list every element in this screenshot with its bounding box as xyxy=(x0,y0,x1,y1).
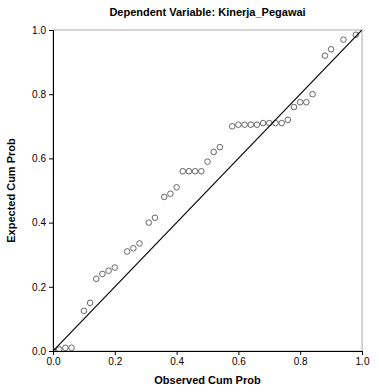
point xyxy=(211,149,217,155)
point xyxy=(254,122,260,128)
tick-label: 0.4 xyxy=(170,356,184,367)
point xyxy=(341,37,347,43)
point xyxy=(87,300,93,306)
tick-label: 0.2 xyxy=(108,356,122,367)
point xyxy=(304,99,310,105)
tick: 0.8 xyxy=(32,89,53,100)
point xyxy=(192,168,198,174)
point xyxy=(291,104,297,110)
tick: 0.4 xyxy=(170,351,184,367)
tick: 0.6 xyxy=(32,153,53,164)
point xyxy=(180,168,186,174)
tick-label: 0.4 xyxy=(32,217,46,228)
y-axis-title: Expected Cum Prob xyxy=(5,138,17,243)
point xyxy=(205,159,211,165)
point xyxy=(81,308,87,314)
point xyxy=(236,122,242,128)
point xyxy=(161,194,167,200)
tick-label: 1.0 xyxy=(32,25,46,36)
plot-frame xyxy=(53,30,362,351)
tick: 0.8 xyxy=(294,351,308,367)
tick: 1.0 xyxy=(32,25,53,36)
point xyxy=(69,345,75,351)
point xyxy=(174,184,180,190)
point xyxy=(63,345,69,351)
point xyxy=(168,191,174,197)
tick-label: 0.8 xyxy=(32,89,46,100)
point xyxy=(199,168,205,174)
point xyxy=(100,271,106,277)
tick-label: 0.8 xyxy=(294,356,308,367)
tick-label: 1.0 xyxy=(356,356,370,367)
point xyxy=(186,168,192,174)
tick-label: 0.6 xyxy=(232,356,246,367)
tick-mark xyxy=(238,351,239,355)
point xyxy=(106,268,112,274)
point xyxy=(217,144,223,150)
tick-mark xyxy=(362,351,363,355)
axis-line xyxy=(54,352,363,356)
point xyxy=(229,124,235,130)
tick-mark xyxy=(177,351,178,355)
point xyxy=(137,241,143,247)
tick: 0.0 xyxy=(47,351,61,367)
title: Dependent Variable: Kinerja_Pegawai xyxy=(109,6,305,18)
tick-mark xyxy=(49,287,53,288)
tick-mark xyxy=(300,351,301,355)
tick: 1.0 xyxy=(356,351,370,367)
tick: 0.0 xyxy=(32,346,53,357)
x-axis-title: Observed Cum Prob xyxy=(154,374,261,386)
point xyxy=(328,46,334,52)
tick-mark xyxy=(49,30,53,31)
point xyxy=(322,53,328,59)
point xyxy=(260,120,266,126)
point xyxy=(93,276,99,282)
tick-mark xyxy=(49,158,53,159)
tick-mark xyxy=(49,223,53,224)
x-axis: 0.0 0.2 0.4 0.6 0.8 1.0 xyxy=(47,351,370,367)
tick-label: 0.6 xyxy=(32,153,46,164)
point xyxy=(297,99,303,105)
point xyxy=(310,91,316,97)
tick-mark xyxy=(49,94,53,95)
reference-line xyxy=(53,30,362,351)
point xyxy=(242,122,248,128)
y-axis: 0.0 0.2 0.4 0.6 0.8 1.0 xyxy=(32,25,53,357)
chart: Dependent Variable: Kinerja_Pegawai0.00.… xyxy=(0,0,379,392)
axis-line xyxy=(49,31,54,352)
point xyxy=(131,245,137,251)
tick: 0.6 xyxy=(232,351,246,367)
tick-label: 0.0 xyxy=(47,356,61,367)
point xyxy=(152,215,158,221)
tick: 0.2 xyxy=(32,282,53,293)
point xyxy=(146,220,152,226)
plot-area xyxy=(53,30,362,351)
point xyxy=(124,249,130,255)
tick: 0.2 xyxy=(108,351,122,367)
point xyxy=(112,265,118,271)
tick-mark xyxy=(49,351,53,352)
tick-label: 0.2 xyxy=(32,282,46,293)
background xyxy=(0,0,379,392)
tick-label: 0.0 xyxy=(32,346,46,357)
point xyxy=(285,117,291,123)
tick: 0.4 xyxy=(32,217,53,228)
point xyxy=(248,122,254,128)
tick-mark xyxy=(115,351,116,355)
point xyxy=(279,120,285,126)
